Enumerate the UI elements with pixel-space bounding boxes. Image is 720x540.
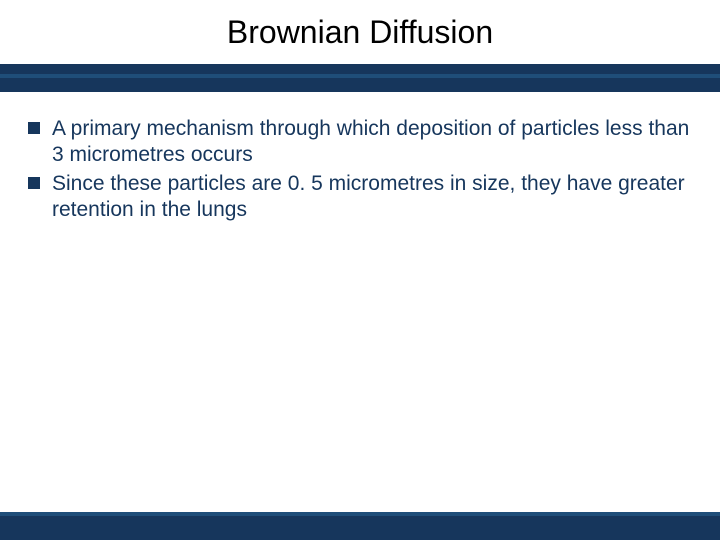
slide-header: Brownian Diffusion [0, 0, 720, 92]
bullet-text: Since these particles are 0. 5 micrometr… [52, 171, 692, 224]
header-band [0, 64, 720, 92]
footer-accent-line [0, 512, 720, 516]
slide-title: Brownian Diffusion [227, 14, 493, 51]
square-bullet-icon [28, 122, 40, 134]
bullet-item: Since these particles are 0. 5 micrometr… [28, 171, 692, 224]
square-bullet-icon [28, 177, 40, 189]
header-accent-line [0, 74, 720, 78]
slide-content: A primary mechanism through which deposi… [0, 92, 720, 223]
bullet-text: A primary mechanism through which deposi… [52, 116, 692, 169]
bullet-item: A primary mechanism through which deposi… [28, 116, 692, 169]
footer-band [0, 512, 720, 540]
title-area: Brownian Diffusion [0, 0, 720, 64]
